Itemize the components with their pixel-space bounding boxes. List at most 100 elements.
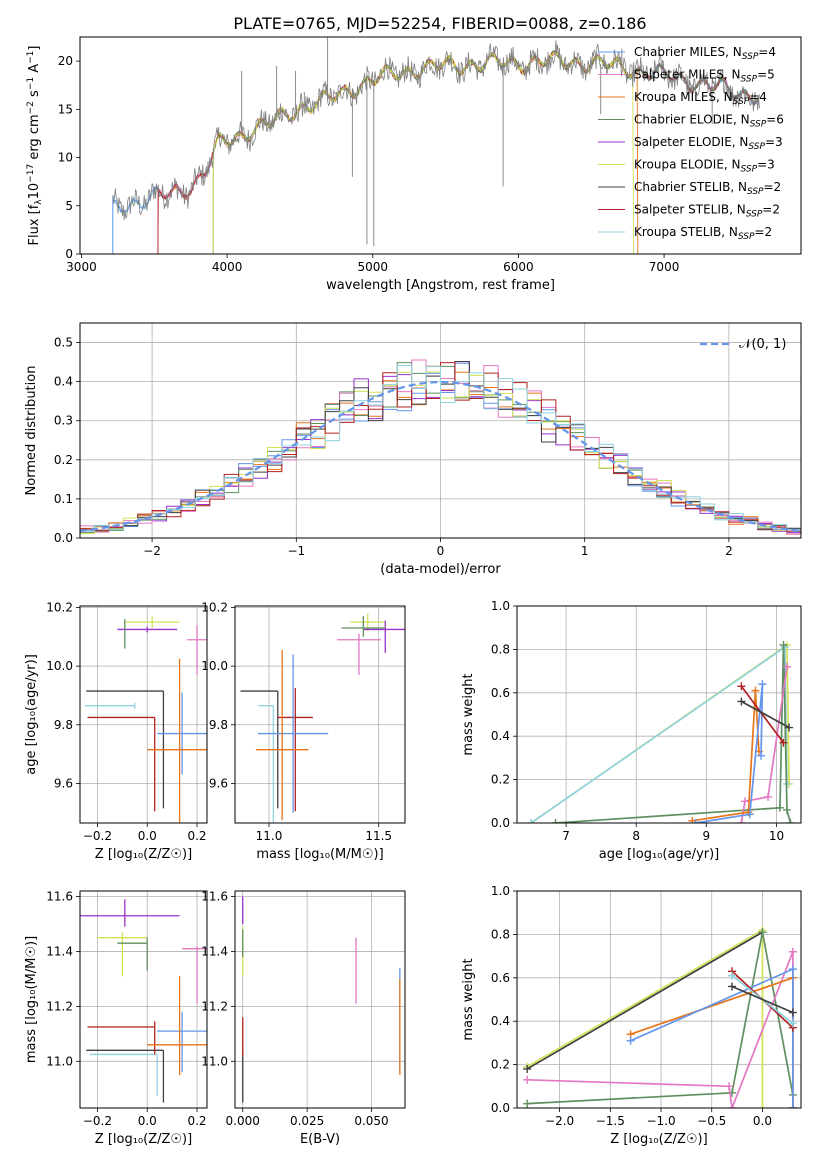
y-tick-label: 0.4 <box>491 1014 510 1028</box>
y-axis-label: age [log₁₀(age/yr)] <box>24 654 39 775</box>
weight-marker-black <box>785 723 794 732</box>
y-tick-label: 20 <box>58 54 73 68</box>
y-axis-label: mass [log₁₀(M/M☉)] <box>24 936 39 1063</box>
y-tick-label: 0.2 <box>491 773 510 787</box>
weight-line-red <box>740 685 785 744</box>
x-tick-label: 5000 <box>357 260 388 274</box>
y-tick-label: 10.0 <box>46 659 73 673</box>
y-tick-label: 10 <box>58 151 73 165</box>
x-tick-label: 0.000 <box>226 1114 260 1128</box>
histograms <box>80 359 801 538</box>
weight-marker-blue <box>691 819 700 823</box>
weight-marker-green <box>758 928 767 937</box>
y-tick-label: 11.0 <box>46 1054 73 1068</box>
panel-mass-metal: −0.2 0.0 0.2 11.0 11.2 11.4 11.6 Z [log₁₀(Z/Z☉)… <box>24 889 208 1147</box>
axes-frame <box>234 605 406 824</box>
panel-age-metal: −0.2 0.0 0.2 9.6 9.8 10.0 10.2 Z [log₁₀(Z/Z☉)] a… <box>24 600 208 862</box>
model-line-yellow <box>212 50 634 254</box>
weight-marker-pink <box>724 1082 733 1091</box>
y-axis-label: mass weight <box>461 673 476 755</box>
legend-label: Chabrier MILES, NSSP=4 <box>634 45 776 62</box>
weight-marker-pink <box>782 662 791 671</box>
y-tick-label: 10.0 <box>201 659 228 673</box>
y-tick-label: 15 <box>58 102 73 116</box>
weight-marker-pink <box>788 947 797 956</box>
panel-spectrum: 3000 4000 5000 6000 7000 0 5 10 15 20 wavelength [… <box>26 36 802 293</box>
legend-label: Salpeter ELODIE, NSSP=3 <box>634 135 783 152</box>
errorbars <box>80 899 207 1103</box>
x-tick-label: 9 <box>703 829 711 843</box>
y-tick-label: 0.2 <box>54 453 73 467</box>
y-axis-label: mass weight <box>461 958 476 1040</box>
x-tick-label: 0.0 <box>138 829 157 843</box>
weight-marker-orange <box>688 816 697 823</box>
weight-marker-orange <box>751 686 760 695</box>
x-tick-label: −1 <box>287 544 305 558</box>
y-tick-label: 11.4 <box>201 944 228 958</box>
legend-label: Chabrier ELODIE, NSSP=6 <box>634 113 784 130</box>
spectrum-lines <box>112 37 760 254</box>
y-tick-label: 0.0 <box>491 816 510 830</box>
y-tick-label: 0.6 <box>491 686 510 700</box>
y-tick-label: 11.6 <box>46 889 73 903</box>
y-tick-label: 10.2 <box>46 600 73 614</box>
weight-marker-black <box>523 1064 532 1073</box>
legend-label: Chabrier STELIB, NSSP=2 <box>634 180 781 197</box>
legend-label: Kroupa ELODIE, NSSP=3 <box>634 158 775 175</box>
weight-line-pink <box>527 951 794 1108</box>
legend-label: Kroupa STELIB, NSSP=2 <box>634 225 772 242</box>
panel-weight-metal: −2.0 −1.5 −1.0 −0.5 0.0 0.0 0.2 0.4 0.6 0.8 1.0 Z [… <box>461 884 802 1147</box>
weight-marker-blue <box>788 1104 797 1108</box>
weight-marker-green <box>782 805 791 814</box>
x-tick-label: −1.0 <box>646 1114 675 1128</box>
x-tick-label: 11.5 <box>365 829 392 843</box>
y-tick-label: 10.2 <box>201 600 228 614</box>
weight-marker-pink <box>737 819 746 823</box>
x-axis-label: wavelength [Angstrom, rest frame] <box>326 278 555 293</box>
weight-line-blue <box>695 684 764 823</box>
weight-marker-green <box>779 641 788 650</box>
weight-marker-blue <box>788 965 797 974</box>
x-tick-label: −0.5 <box>697 1114 726 1128</box>
y-tick-label: 0.1 <box>54 492 73 506</box>
weight-marker-cyan <box>527 819 536 823</box>
x-tick-label: −0.2 <box>83 1114 112 1128</box>
x-axis-label: Z [log₁₀(Z/Z☉)] <box>95 1132 192 1147</box>
y-tick-label: 0.8 <box>491 927 510 941</box>
y-tick-label: 0 <box>65 247 73 261</box>
weight-marker-pink <box>728 1104 737 1108</box>
errorbars <box>240 613 405 823</box>
x-axis-label: E(B-V) <box>300 1132 340 1147</box>
weight-marker-pink <box>523 1075 532 1084</box>
x-tick-label: 2 <box>725 544 733 558</box>
axes-frame <box>79 605 208 824</box>
weight-marker-pink <box>764 792 773 801</box>
legend-label: Salpeter STELIB, NSSP=2 <box>634 203 780 220</box>
y-tick-label: 9.8 <box>209 718 228 732</box>
y-tick-label: 0.5 <box>54 336 73 350</box>
y-tick-label: 5 <box>65 199 73 213</box>
weight-marker-yellow <box>758 1104 767 1108</box>
weight-marker-black <box>788 1008 797 1017</box>
y-tick-label: 9.6 <box>209 776 228 790</box>
x-axis-label: (data-model)/error <box>380 562 501 577</box>
y-tick-label: 0.6 <box>491 971 510 985</box>
y-tick-label: 9.6 <box>54 776 73 790</box>
y-tick-label: 1.0 <box>491 884 510 898</box>
weight-marker-cyan <box>788 1019 797 1028</box>
weight-marker-black <box>737 697 746 706</box>
x-tick-label: 0.050 <box>354 1114 388 1128</box>
axes-frame <box>234 890 406 1109</box>
x-tick-label: 10 <box>769 829 784 843</box>
y-tick-label: 0.4 <box>54 375 73 389</box>
model-line-blue <box>112 50 760 254</box>
weight-marker-pink <box>740 797 749 806</box>
x-tick-label: 0.0 <box>753 1114 772 1128</box>
axes-frame <box>516 890 802 1109</box>
panel-mass-ebv: 0.000 0.025 0.050 11.0 11.2 11.4 11.6 E(B-V) <box>201 889 406 1147</box>
errorbars <box>242 896 401 1103</box>
x-tick-label: 0.0 <box>138 1114 157 1128</box>
y-tick-label: 11.2 <box>201 999 228 1013</box>
weight-marker-blue <box>626 1036 635 1045</box>
